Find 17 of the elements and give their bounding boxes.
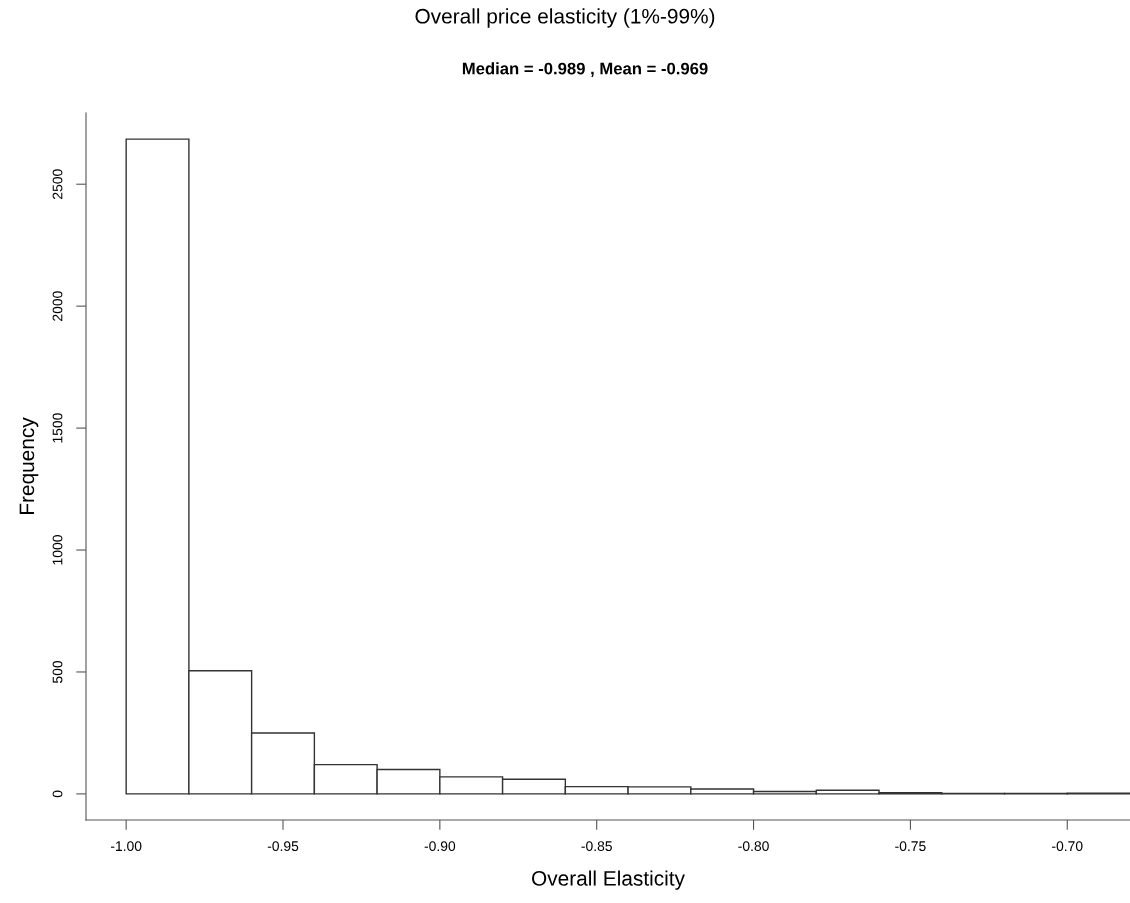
x-tick-label: -0.85 [581,841,612,852]
chart-title: Overall price elasticity (1%-99%) [415,8,715,28]
y-tick-label: 500 [52,660,63,683]
x-tick-label: -0.70 [1052,841,1083,852]
x-axis-title: Overall Elasticity [532,870,685,890]
x-tick-label: -0.80 [738,841,769,852]
x-tick-label: -0.75 [895,841,926,852]
y-tick-label: 1000 [52,535,63,565]
y-tick-label: 0 [52,790,63,798]
y-axis-title: Frequency [19,417,39,514]
y-tick-label: 1500 [52,413,63,443]
y-tick-label: 2500 [52,169,63,199]
x-tick-label: -0.90 [424,841,456,852]
y-tick-label: 2000 [52,291,63,321]
chart-subtitle: Median = -0.989 , Mean = -0.969 [462,62,708,77]
x-tick-label: -0.95 [267,841,299,852]
x-tick-label: -1.00 [110,841,142,852]
